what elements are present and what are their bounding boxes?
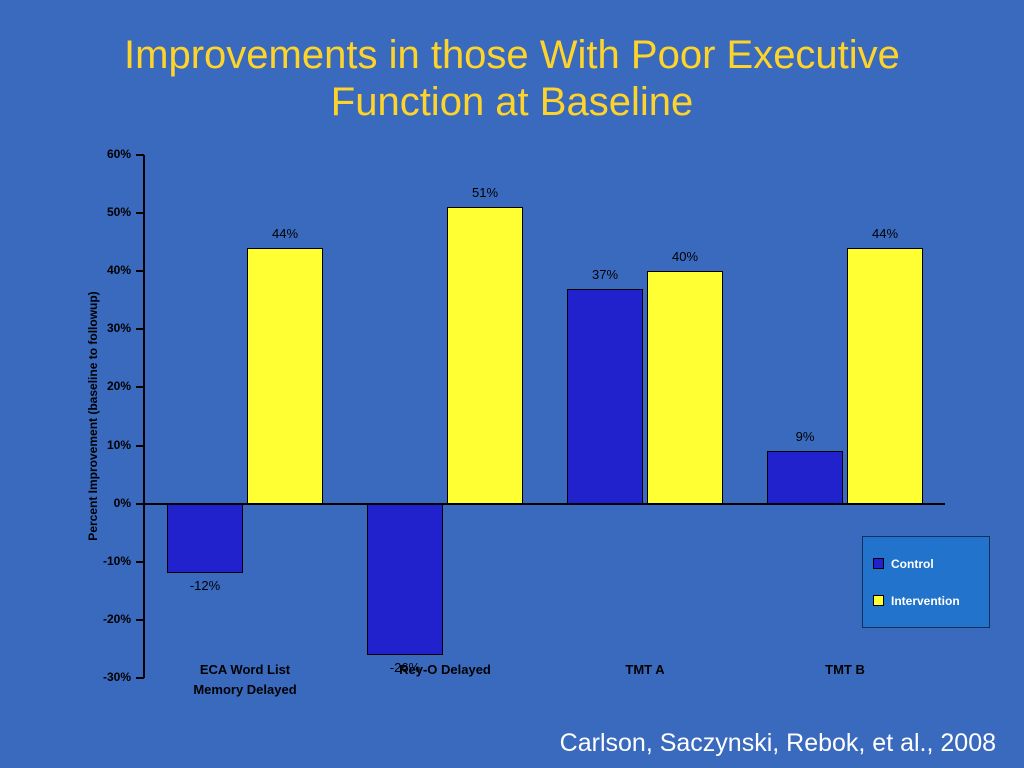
bar-value-label: 44% [871,225,899,241]
y-axis-line [143,155,145,678]
bar-value-label: -12% [189,578,221,594]
bar-intervention-0 [247,247,323,504]
category-label-1: Rey-O Delayed [399,662,491,677]
legend-label: Control [891,556,934,571]
y-tick-label: 60% [106,147,131,161]
bar-value-label: 51% [471,185,499,201]
bar-control-2 [567,288,643,504]
bar-intervention-2 [647,271,723,504]
bar-value-label: 37% [591,266,619,282]
bar-control-3 [767,451,843,504]
citation-text: Carlson, Saczynski, Rebok, et al., 2008 [559,729,996,757]
legend-swatch-control [873,558,884,569]
y-tick-label: -30% [102,670,131,684]
category-label-2: TMT A [625,662,665,677]
category-label-3: TMT B [825,662,865,677]
bar-intervention-1 [447,207,523,504]
bar-value-label: 44% [271,225,299,241]
y-tick-label: 50% [106,205,131,220]
y-tick-label: -20% [102,611,131,626]
bar-value-label: 40% [671,249,699,265]
y-tick-label: 30% [106,321,131,336]
bar-control-0 [167,503,243,574]
chart-legend: Control Intervention [862,536,990,628]
y-tick-mark [136,502,144,505]
y-tick-label: 0% [113,495,131,510]
bar-intervention-3 [847,247,923,504]
y-tick-mark [136,212,144,215]
y-tick-mark [136,444,144,447]
y-tick-label: 40% [106,263,131,278]
x-axis-line [145,502,945,505]
bar-control-1 [367,503,443,655]
y-tick-mark [136,328,144,331]
y-tick-mark [136,154,144,156]
y-tick-label: -10% [102,553,131,568]
y-tick-mark [136,560,144,563]
y-tick-mark [136,618,144,621]
legend-swatch-intervention [873,595,884,606]
y-tick-label: 10% [106,437,131,452]
y-tick-mark [136,270,144,273]
y-tick-mark [136,386,144,389]
category-label-0: ECA Word List Memory Delayed [193,662,297,697]
bar-value-label: -26% [389,659,421,675]
legend-entry-intervention: Intervention [873,594,979,608]
legend-label: Intervention [891,593,960,608]
y-tick-mark [136,677,144,679]
bar-value-label: 9% [795,429,815,445]
y-tick-label: 20% [106,379,131,394]
legend-entry-control: Control [873,557,979,571]
slide-title: Improvements in those With Poor Executiv… [124,33,900,125]
